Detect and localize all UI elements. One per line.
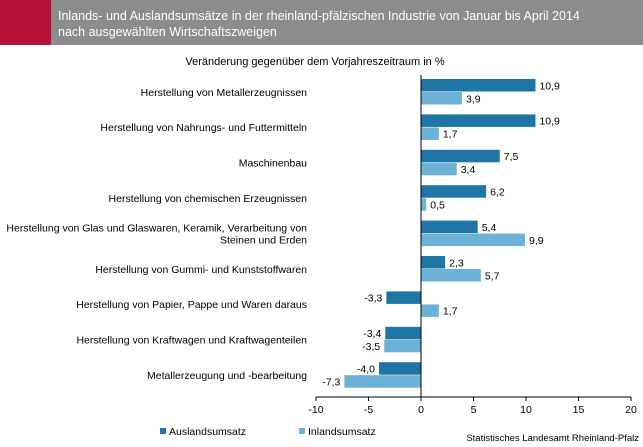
data-label: 10,9: [539, 116, 560, 128]
data-label: 10,9: [539, 80, 560, 92]
bar-auslandsumsatz: [421, 256, 446, 269]
x-tick-label: -10: [308, 404, 323, 416]
bar-inlandsumsatz: [421, 162, 457, 176]
bar-inlandsumsatz: [384, 339, 421, 353]
data-label: 5,7: [485, 270, 500, 282]
chart-subtitle: Veränderung gegenüber dem Vorjahreszeitr…: [185, 56, 444, 68]
category-label: Herstellung von Gummi- und Kunststoffwar…: [95, 264, 307, 276]
bar-auslandsumsatz: [421, 220, 478, 234]
legend-label: Inlandsumsatz: [308, 426, 376, 438]
bar-inlandsumsatz: [421, 92, 462, 105]
x-tick-label: 10: [520, 404, 532, 416]
data-label: -7,3: [322, 376, 340, 388]
data-label: 5,4: [482, 222, 497, 234]
data-label: -4,0: [357, 363, 375, 375]
legend-swatch-inlandsumsatz: [299, 428, 305, 434]
category-label: Herstellung von Papier, Pappe und Waren …: [76, 299, 307, 311]
category-label: Herstellung von Glas und Glaswaren, Kera…: [6, 222, 307, 246]
data-label: 3,9: [466, 93, 481, 105]
data-label: 3,4: [461, 164, 476, 176]
data-label: -3,4: [363, 328, 381, 340]
data-label: 1,7: [443, 306, 458, 318]
bar-inlandsumsatz: [421, 127, 439, 140]
category-label: Herstellung von Nahrungs- und Futtermitt…: [100, 122, 307, 134]
category-label: Herstellung von Kraftwagen und Kraftwage…: [76, 335, 307, 347]
data-label: 6,2: [490, 186, 505, 198]
x-tick-label: -5: [364, 404, 373, 416]
category-label: Herstellung von Metallerzeugnissen: [141, 87, 307, 99]
data-label: 0,5: [430, 199, 445, 211]
data-label: -3,5: [362, 341, 380, 353]
bar-inlandsumsatz: [344, 375, 421, 388]
bar-auslandsumsatz: [421, 79, 536, 92]
legend-swatch-auslandsumsatz: [160, 428, 166, 434]
data-label: 9,9: [529, 235, 544, 247]
bar-auslandsumsatz: [379, 362, 421, 375]
data-label: 7,5: [504, 151, 519, 163]
chart-title-line-1: Inlands- und Auslandsumsätze in der rhei…: [58, 9, 580, 23]
category-label: Herstellung von chemischen Erzeugnissen: [109, 193, 308, 205]
x-tick-label: 20: [625, 404, 637, 416]
bar-inlandsumsatz: [421, 269, 481, 282]
bar-auslandsumsatz: [386, 291, 421, 304]
bar-inlandsumsatz: [421, 304, 439, 317]
legend-label: Auslandsumsatz: [169, 426, 246, 438]
bar-auslandsumsatz: [385, 326, 421, 340]
header-accent-bar: [0, 0, 51, 45]
bar-auslandsumsatz: [421, 185, 487, 198]
x-tick-label: 5: [471, 404, 477, 416]
category-label: Maschinenbau: [239, 158, 307, 170]
x-tick-label: 15: [573, 404, 585, 416]
chart-title-line-2: nach ausgewählten Wirtschaftszweigen: [58, 25, 277, 39]
chart-header: [0, 0, 643, 45]
data-label: -3,3: [364, 293, 382, 305]
data-label: 1,7: [443, 129, 458, 141]
data-label: 2,3: [449, 257, 464, 269]
bar-auslandsumsatz: [421, 114, 536, 127]
bar-auslandsumsatz: [421, 149, 500, 163]
x-tick-label: 0: [418, 404, 424, 416]
bar-inlandsumsatz: [421, 198, 427, 211]
chart-title: Inlands- und Auslandsumsätze in der rhei…: [58, 8, 638, 40]
source-note: Statistisches Landesamt Rheinland-Pfalz: [466, 433, 639, 444]
category-label: Metallerzeugung und -bearbeitung: [147, 370, 307, 382]
bar-inlandsumsatz: [421, 233, 525, 247]
